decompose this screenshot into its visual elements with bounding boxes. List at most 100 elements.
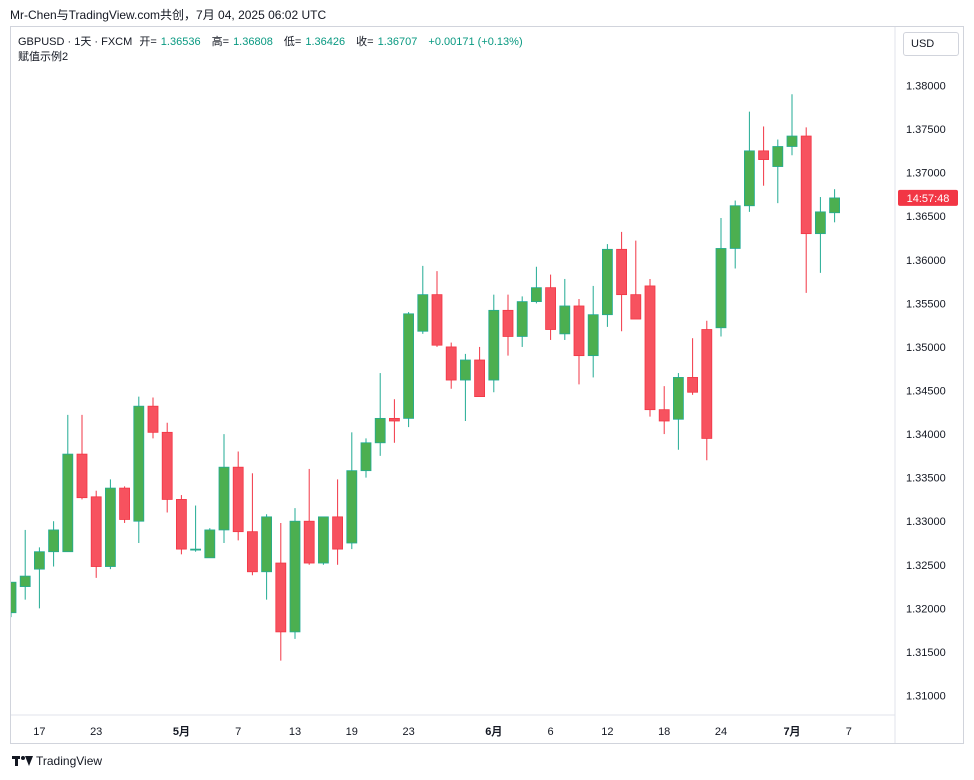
candle-body xyxy=(474,359,486,397)
candle-body xyxy=(417,294,429,332)
candle-body xyxy=(133,405,145,522)
low-value: 1.36426 xyxy=(305,36,346,48)
candle-body xyxy=(786,135,798,147)
candle-body xyxy=(630,294,642,320)
close-label: 收= xyxy=(356,36,374,48)
y-tick-label: 1.35000 xyxy=(906,342,946,354)
candle-body xyxy=(744,150,755,207)
candle-body xyxy=(190,548,202,551)
candle-body xyxy=(147,405,159,433)
y-tick-label: 1.37500 xyxy=(906,124,946,136)
candle-body xyxy=(573,305,585,357)
x-tick-label: 24 xyxy=(715,726,727,738)
candle-body xyxy=(488,309,500,381)
candle-body xyxy=(531,287,542,303)
candle-body xyxy=(48,529,59,553)
x-tick-label: 6月 xyxy=(485,725,502,738)
candle-body xyxy=(459,359,471,381)
x-tick-label: 6 xyxy=(548,726,554,738)
y-tick-label: 1.32500 xyxy=(906,560,946,572)
candle-body xyxy=(119,487,130,520)
candle-body xyxy=(815,211,826,235)
candle-body xyxy=(388,417,400,422)
candle-body xyxy=(729,205,741,249)
candle-body xyxy=(34,551,45,570)
y-tick-label: 1.33500 xyxy=(906,473,946,485)
tradingview-logo[interactable]: TradingView xyxy=(12,754,102,768)
candle-body xyxy=(516,301,528,337)
candle-body xyxy=(545,287,556,330)
y-tick-label: 1.38000 xyxy=(906,81,946,93)
candle-body xyxy=(772,146,784,167)
candle-body xyxy=(602,248,613,316)
close-value: 1.36707 xyxy=(377,36,418,48)
y-tick-label: 1.31500 xyxy=(906,647,946,659)
candle-body xyxy=(218,466,230,531)
candle-body xyxy=(332,516,344,550)
currency-button[interactable]: USD xyxy=(903,32,959,56)
candle-body xyxy=(559,305,571,335)
tradingview-wordmark: TradingView xyxy=(36,754,103,768)
symbol-info[interactable]: GBPUSD · 1天 · FXCM xyxy=(18,36,133,48)
countdown-label: 14:57:48 xyxy=(907,193,950,205)
y-tick-label: 1.37000 xyxy=(906,168,946,180)
candle-body xyxy=(275,562,287,633)
candle-body xyxy=(758,150,769,160)
x-tick-label: 7 xyxy=(846,726,852,738)
tradingview-icon xyxy=(12,755,33,767)
x-tick-label: 7月 xyxy=(783,725,800,738)
x-tick-label: 19 xyxy=(346,726,358,738)
candle-body xyxy=(19,575,31,587)
candle-body xyxy=(445,346,457,381)
chart-legend: GBPUSD · 1天 · FXCM 开= 1.36536 高= 1.36808 低… xyxy=(18,35,527,65)
y-tick-label: 1.31000 xyxy=(906,691,946,703)
candle-body xyxy=(246,531,258,573)
candle-body xyxy=(800,135,812,235)
candle-body xyxy=(204,529,216,559)
candle-body xyxy=(232,466,244,533)
candle-body xyxy=(289,520,301,633)
x-tick-label: 23 xyxy=(402,726,414,738)
candle-body xyxy=(701,329,713,439)
candle-body xyxy=(360,442,372,472)
y-tick-label: 1.34000 xyxy=(906,429,946,441)
candle-body xyxy=(346,470,358,544)
x-tick-label: 17 xyxy=(33,726,45,738)
candle-body xyxy=(317,516,329,564)
candle-body xyxy=(105,487,116,567)
candles-group xyxy=(11,94,840,661)
candle-body xyxy=(76,453,88,499)
y-tick-label: 1.32000 xyxy=(906,603,946,615)
x-tick-label: 18 xyxy=(658,726,670,738)
high-label: 高= xyxy=(211,36,230,48)
candle-body xyxy=(658,409,670,422)
candle-body xyxy=(673,377,684,420)
candle-body xyxy=(161,431,173,500)
candle-body xyxy=(11,581,17,614)
candle-body xyxy=(175,499,187,550)
candle-body xyxy=(687,377,698,393)
candle-body xyxy=(587,314,599,357)
candle-body xyxy=(303,520,315,564)
candle-body xyxy=(829,197,840,214)
x-tick-label: 7 xyxy=(235,726,241,738)
y-tick-label: 1.33000 xyxy=(906,516,946,528)
candle-body xyxy=(374,417,386,444)
x-tick-label: 5月 xyxy=(173,725,190,738)
candle-body xyxy=(616,248,627,296)
x-tick-label: 12 xyxy=(601,726,613,738)
candle-body xyxy=(502,309,514,337)
candle-body xyxy=(403,313,415,419)
low-label: 低= xyxy=(283,36,302,48)
indicator-label[interactable]: 赋值示例2 xyxy=(18,51,69,63)
candle-body xyxy=(90,496,102,567)
y-tick-label: 1.35500 xyxy=(906,298,946,310)
high-value: 1.36808 xyxy=(233,36,273,48)
open-label: 开= xyxy=(139,36,157,48)
x-tick-label: 23 xyxy=(90,726,102,738)
y-tick-label: 1.36000 xyxy=(906,255,946,267)
candle-body xyxy=(431,294,443,346)
open-value: 1.36536 xyxy=(160,36,201,48)
x-tick-label: 13 xyxy=(289,726,301,738)
